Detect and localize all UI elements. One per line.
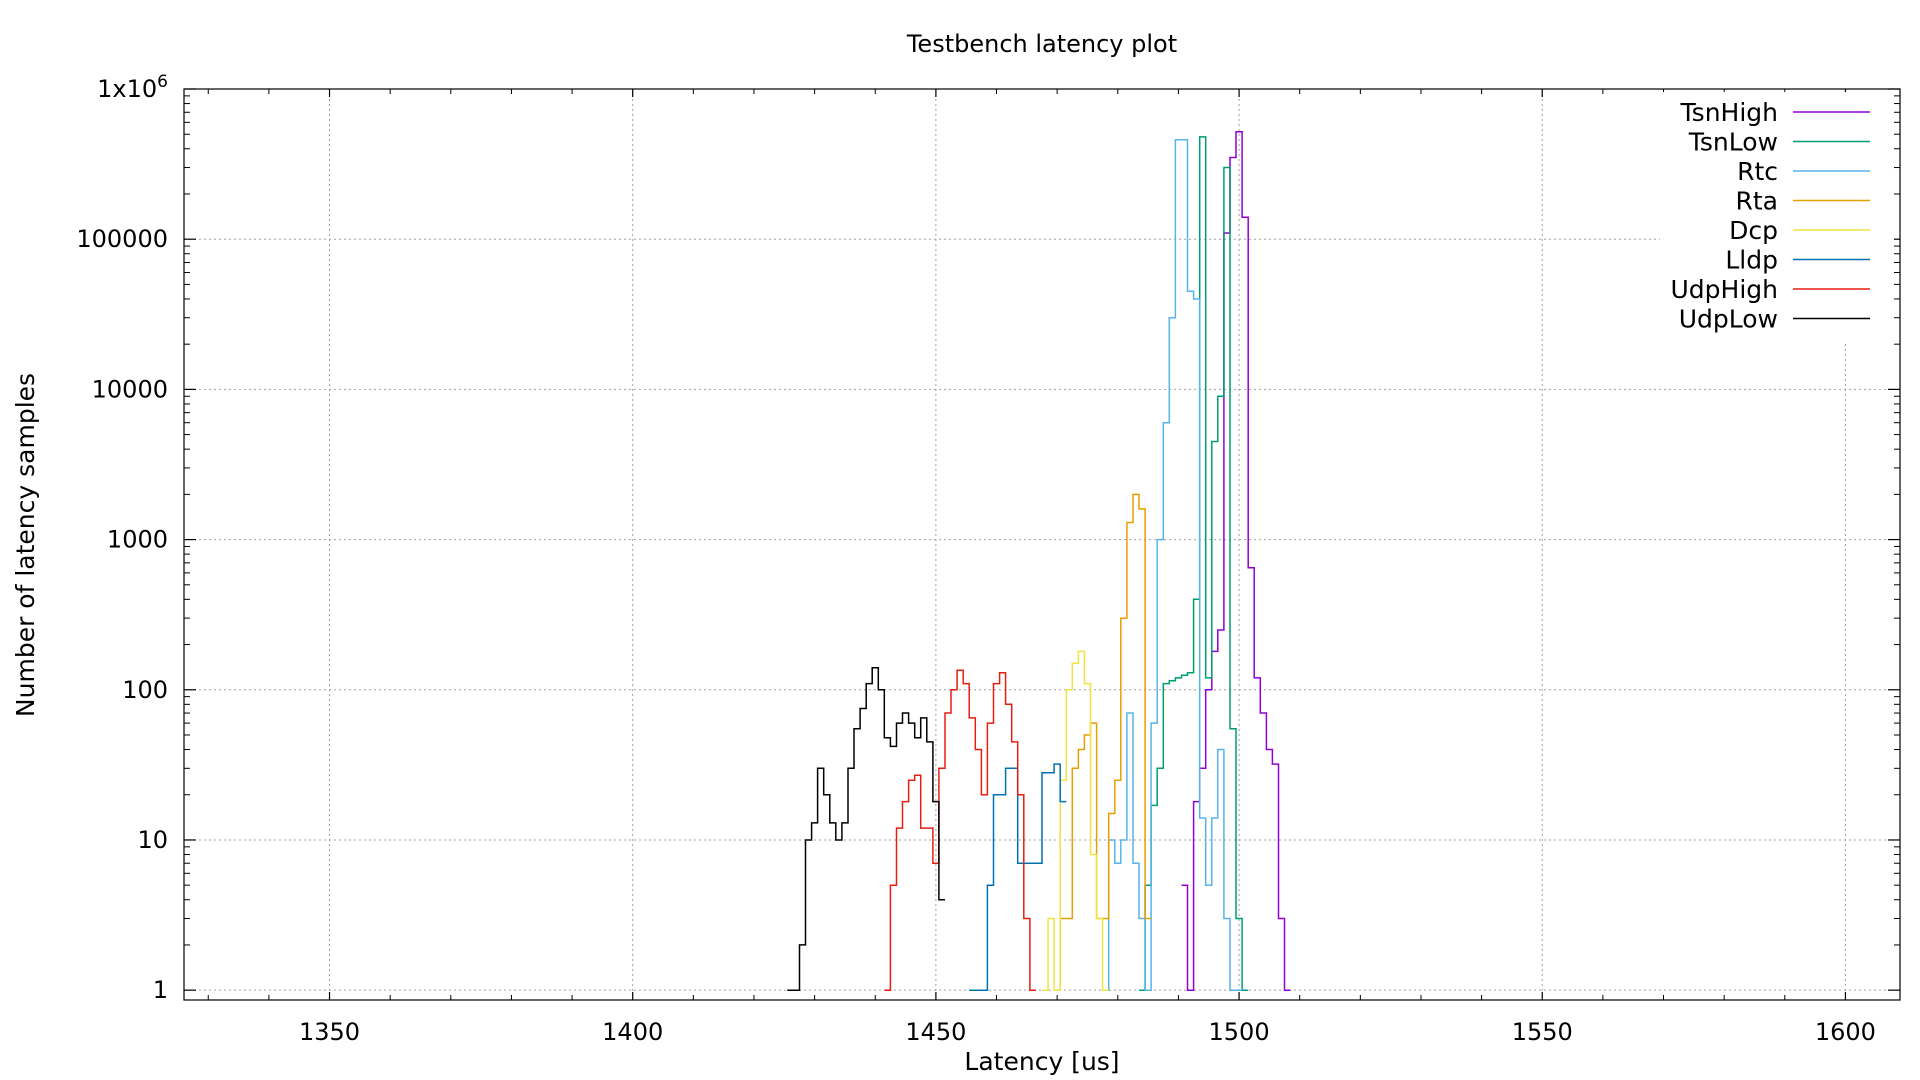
y-tick-label: 100000	[76, 225, 168, 253]
series-layer	[787, 130, 1291, 991]
legend-label-tsnhigh: TsnHigh	[1680, 98, 1778, 127]
chart-title: Testbench latency plot	[906, 30, 1177, 58]
legend-label-udplow: UdpLow	[1679, 305, 1778, 334]
y-tick-label: 1x106	[97, 72, 168, 103]
legend-label-tsnlow: TsnLow	[1688, 128, 1778, 157]
x-tick-label: 1400	[602, 1018, 663, 1046]
series-line-lldp	[969, 763, 1067, 991]
y-axis-label: Number of latency samples	[11, 373, 40, 717]
series-line-udplow	[787, 667, 945, 991]
tick-layer: 1350 1400 1450 1500 1550 1600 1 10 100 1000 10000 1…	[76, 72, 1900, 1046]
x-tick-label: 1450	[905, 1018, 966, 1046]
series-line-rta	[1054, 493, 1152, 991]
x-tick-label: 1500	[1209, 1018, 1270, 1046]
plot-frame	[183, 88, 1901, 1001]
y-tick-label: 1	[153, 976, 168, 1004]
legend-label-lldp: Lldp	[1725, 246, 1778, 275]
legend-label-dcp: Dcp	[1729, 216, 1778, 245]
x-tick-label: 1600	[1815, 1018, 1876, 1046]
legend-label-rta: Rta	[1736, 187, 1779, 216]
x-axis-label: Latency [us]	[964, 1047, 1119, 1076]
series-line-udphigh	[884, 669, 1036, 991]
x-tick-label: 1550	[1512, 1018, 1573, 1046]
series-line-rtc	[1102, 138, 1243, 991]
y-tick-label: 10000	[92, 375, 168, 403]
legend-label-rtc: Rtc	[1737, 157, 1778, 186]
x-tick-label: 1350	[299, 1018, 360, 1046]
series-line-tsnlow	[1139, 136, 1249, 991]
y-tick-label: 1000	[107, 526, 168, 554]
y-tick-label: 100	[122, 676, 168, 704]
series-line-dcp	[1042, 650, 1109, 991]
y-tick-label: 10	[137, 826, 168, 854]
legend-label-udphigh: UdpHigh	[1671, 275, 1779, 304]
legend-background	[1660, 92, 1894, 342]
